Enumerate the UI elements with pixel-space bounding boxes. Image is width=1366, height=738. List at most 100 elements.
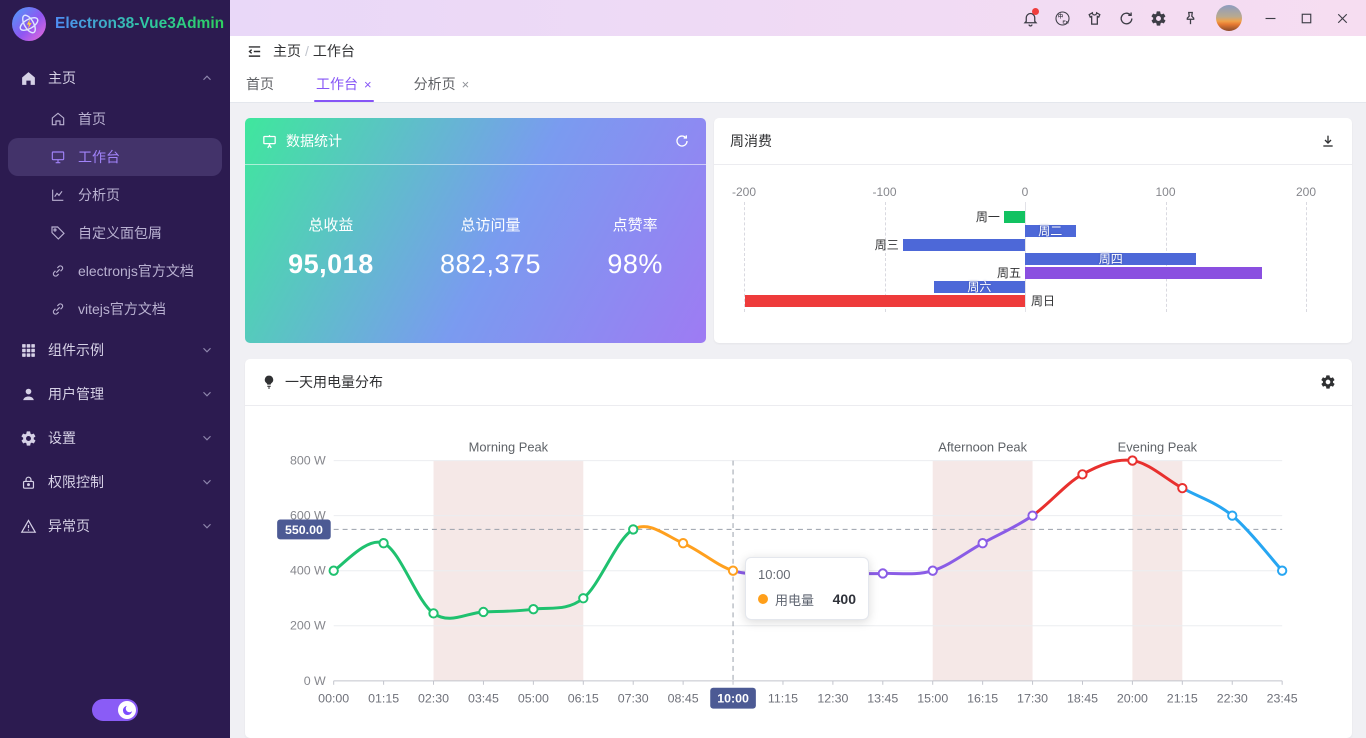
stat-value: 98% bbox=[607, 249, 663, 280]
x-axis-tick: 02:30 bbox=[418, 691, 449, 705]
x-axis-tick: 22:30 bbox=[1217, 691, 1248, 705]
bar-label: 周日 bbox=[1031, 294, 1055, 308]
power-usage-card: 一天用电量分布 Morning PeakAfternoon PeakEvenin… bbox=[245, 359, 1352, 738]
svg-text:En: En bbox=[1062, 19, 1068, 25]
settings-icon[interactable] bbox=[1142, 3, 1174, 33]
y-axis-tick: 0 W bbox=[304, 673, 326, 687]
line-card-title: 一天用电量分布 bbox=[285, 372, 383, 392]
home-filled-icon bbox=[20, 69, 38, 87]
tab-workbench[interactable]: 工作台 × bbox=[314, 66, 374, 102]
mark-area-label: Afternoon Peak bbox=[938, 439, 1027, 454]
sidebar-group-permissions[interactable]: 权限控制 bbox=[0, 460, 230, 504]
data-point bbox=[330, 566, 338, 574]
sidebar-group-exception[interactable]: 异常页 bbox=[0, 504, 230, 548]
sidebar-item-custom-breadcrumb[interactable]: 自定义面包屑 bbox=[8, 214, 222, 252]
sidebar-group-components[interactable]: 组件示例 bbox=[0, 328, 230, 372]
x-axis-tick: 10:00 bbox=[717, 691, 749, 705]
x-axis-tick: 11:15 bbox=[768, 691, 798, 705]
chart-tooltip: 10:00 用电量 400 bbox=[745, 557, 869, 620]
x-axis-tick: 13:45 bbox=[867, 691, 898, 705]
window-close-button[interactable] bbox=[1324, 3, 1360, 33]
sidebar-item-analysis[interactable]: 分析页 bbox=[8, 176, 222, 214]
breadcrumb-item[interactable]: 主页 bbox=[273, 43, 301, 59]
sidebar-item-workbench[interactable]: 工作台 bbox=[8, 138, 222, 176]
power-usage-line-chart: Morning PeakAfternoon PeakEvening Peak0 … bbox=[245, 406, 1352, 738]
breadcrumb: 主页/工作台 bbox=[230, 36, 1366, 66]
monitor-icon bbox=[50, 148, 68, 166]
sidebar-item-label: vitejs官方文档 bbox=[78, 299, 166, 319]
sidebar-item-label: 自定义面包屑 bbox=[78, 223, 162, 243]
bar-label: 周四 bbox=[1025, 252, 1196, 266]
sidebar-group-label: 设置 bbox=[48, 428, 76, 448]
window-maximize-button[interactable] bbox=[1288, 3, 1324, 33]
sidebar-group-label: 用户管理 bbox=[48, 384, 104, 404]
bar-0 bbox=[1004, 211, 1025, 223]
bar-4 bbox=[1025, 267, 1262, 279]
data-point bbox=[1278, 566, 1286, 574]
bar-label: 周二 bbox=[1025, 224, 1076, 238]
board-icon bbox=[261, 133, 278, 150]
breadcrumb-item[interactable]: 工作台 bbox=[313, 43, 355, 59]
theme-toggle[interactable] bbox=[92, 699, 138, 721]
refresh-icon[interactable] bbox=[1110, 3, 1142, 33]
close-tab-icon[interactable]: × bbox=[462, 77, 470, 92]
x-axis-tick: 16:15 bbox=[967, 691, 998, 705]
sidebar-item-vite-docs[interactable]: vitejs官方文档 bbox=[8, 290, 222, 328]
sidebar-menu: 主页 首页 工作台 分析页 自定义面包屑 electronjs官方文档 vite… bbox=[0, 48, 230, 682]
user-icon bbox=[20, 385, 38, 403]
data-point bbox=[879, 569, 887, 577]
tab-label: 首页 bbox=[246, 74, 274, 94]
theme-shirt-icon[interactable] bbox=[1078, 3, 1110, 33]
sidebar-item-electron-docs[interactable]: electronjs官方文档 bbox=[8, 252, 222, 290]
tooltip-time: 10:00 bbox=[758, 567, 856, 582]
moon-icon bbox=[118, 701, 136, 719]
data-point bbox=[579, 594, 587, 602]
translate-icon[interactable]: 中En bbox=[1046, 3, 1078, 33]
line-card-header: 一天用电量分布 bbox=[245, 359, 1352, 406]
stat-item: 总收益 95,018 bbox=[288, 214, 374, 280]
bell-icon[interactable] bbox=[1014, 3, 1046, 33]
tab-overview[interactable]: 首页 bbox=[244, 66, 276, 102]
chevron-down-icon bbox=[200, 387, 214, 401]
sidebar-group-home[interactable]: 主页 bbox=[0, 56, 230, 100]
x-axis-tick: 08:45 bbox=[668, 691, 699, 705]
download-icon[interactable] bbox=[1320, 133, 1336, 149]
weekly-consumption-card: 周消费 -200-1000100200周一周二周三周四周五周六周日 bbox=[714, 118, 1352, 343]
x-axis-tick: 01:15 bbox=[368, 691, 399, 705]
window-minimize-button[interactable] bbox=[1252, 3, 1288, 33]
sidebar-item-overview[interactable]: 首页 bbox=[8, 100, 222, 138]
data-point bbox=[929, 566, 937, 574]
line-segment bbox=[633, 526, 733, 570]
bulb-icon bbox=[261, 374, 277, 390]
notification-badge bbox=[1032, 8, 1039, 15]
sidebar-group-users[interactable]: 用户管理 bbox=[0, 372, 230, 416]
x-axis-tick: 17:30 bbox=[1017, 691, 1048, 705]
lock-icon bbox=[20, 473, 38, 491]
sidebar-group-label: 异常页 bbox=[48, 516, 90, 536]
x-axis-tick: 18:45 bbox=[1067, 691, 1098, 705]
sidebar: Electron38-Vue3Admin 主页 首页 工作台 分析页 自定义面包… bbox=[0, 0, 230, 738]
x-axis-tick: 06:15 bbox=[568, 691, 599, 705]
grid-icon bbox=[20, 341, 38, 359]
tab-label: 工作台 bbox=[316, 74, 358, 94]
bar-card-title: 周消费 bbox=[730, 131, 772, 151]
stat-label: 总收益 bbox=[288, 214, 374, 235]
gear-icon[interactable] bbox=[1320, 374, 1336, 390]
stat-item: 点赞率 98% bbox=[607, 214, 663, 280]
link-icon bbox=[50, 262, 68, 280]
data-point bbox=[1128, 456, 1136, 464]
chart-icon bbox=[50, 186, 68, 204]
sidebar-group-settings[interactable]: 设置 bbox=[0, 416, 230, 460]
refresh-icon[interactable] bbox=[674, 133, 690, 149]
weekly-consumption-bar-chart: -200-1000100200周一周二周三周四周五周六周日 bbox=[714, 165, 1352, 342]
data-point bbox=[978, 539, 986, 547]
chevron-down-icon bbox=[200, 519, 214, 533]
menu-fold-icon[interactable] bbox=[246, 43, 263, 60]
tab-analysis[interactable]: 分析页 × bbox=[412, 66, 472, 102]
data-point bbox=[1078, 470, 1086, 478]
close-tab-icon[interactable]: × bbox=[364, 77, 372, 92]
avatar[interactable] bbox=[1216, 5, 1242, 31]
app-logo-icon bbox=[12, 7, 46, 41]
titlebar: 中En bbox=[230, 0, 1366, 36]
pin-icon[interactable] bbox=[1174, 3, 1206, 33]
